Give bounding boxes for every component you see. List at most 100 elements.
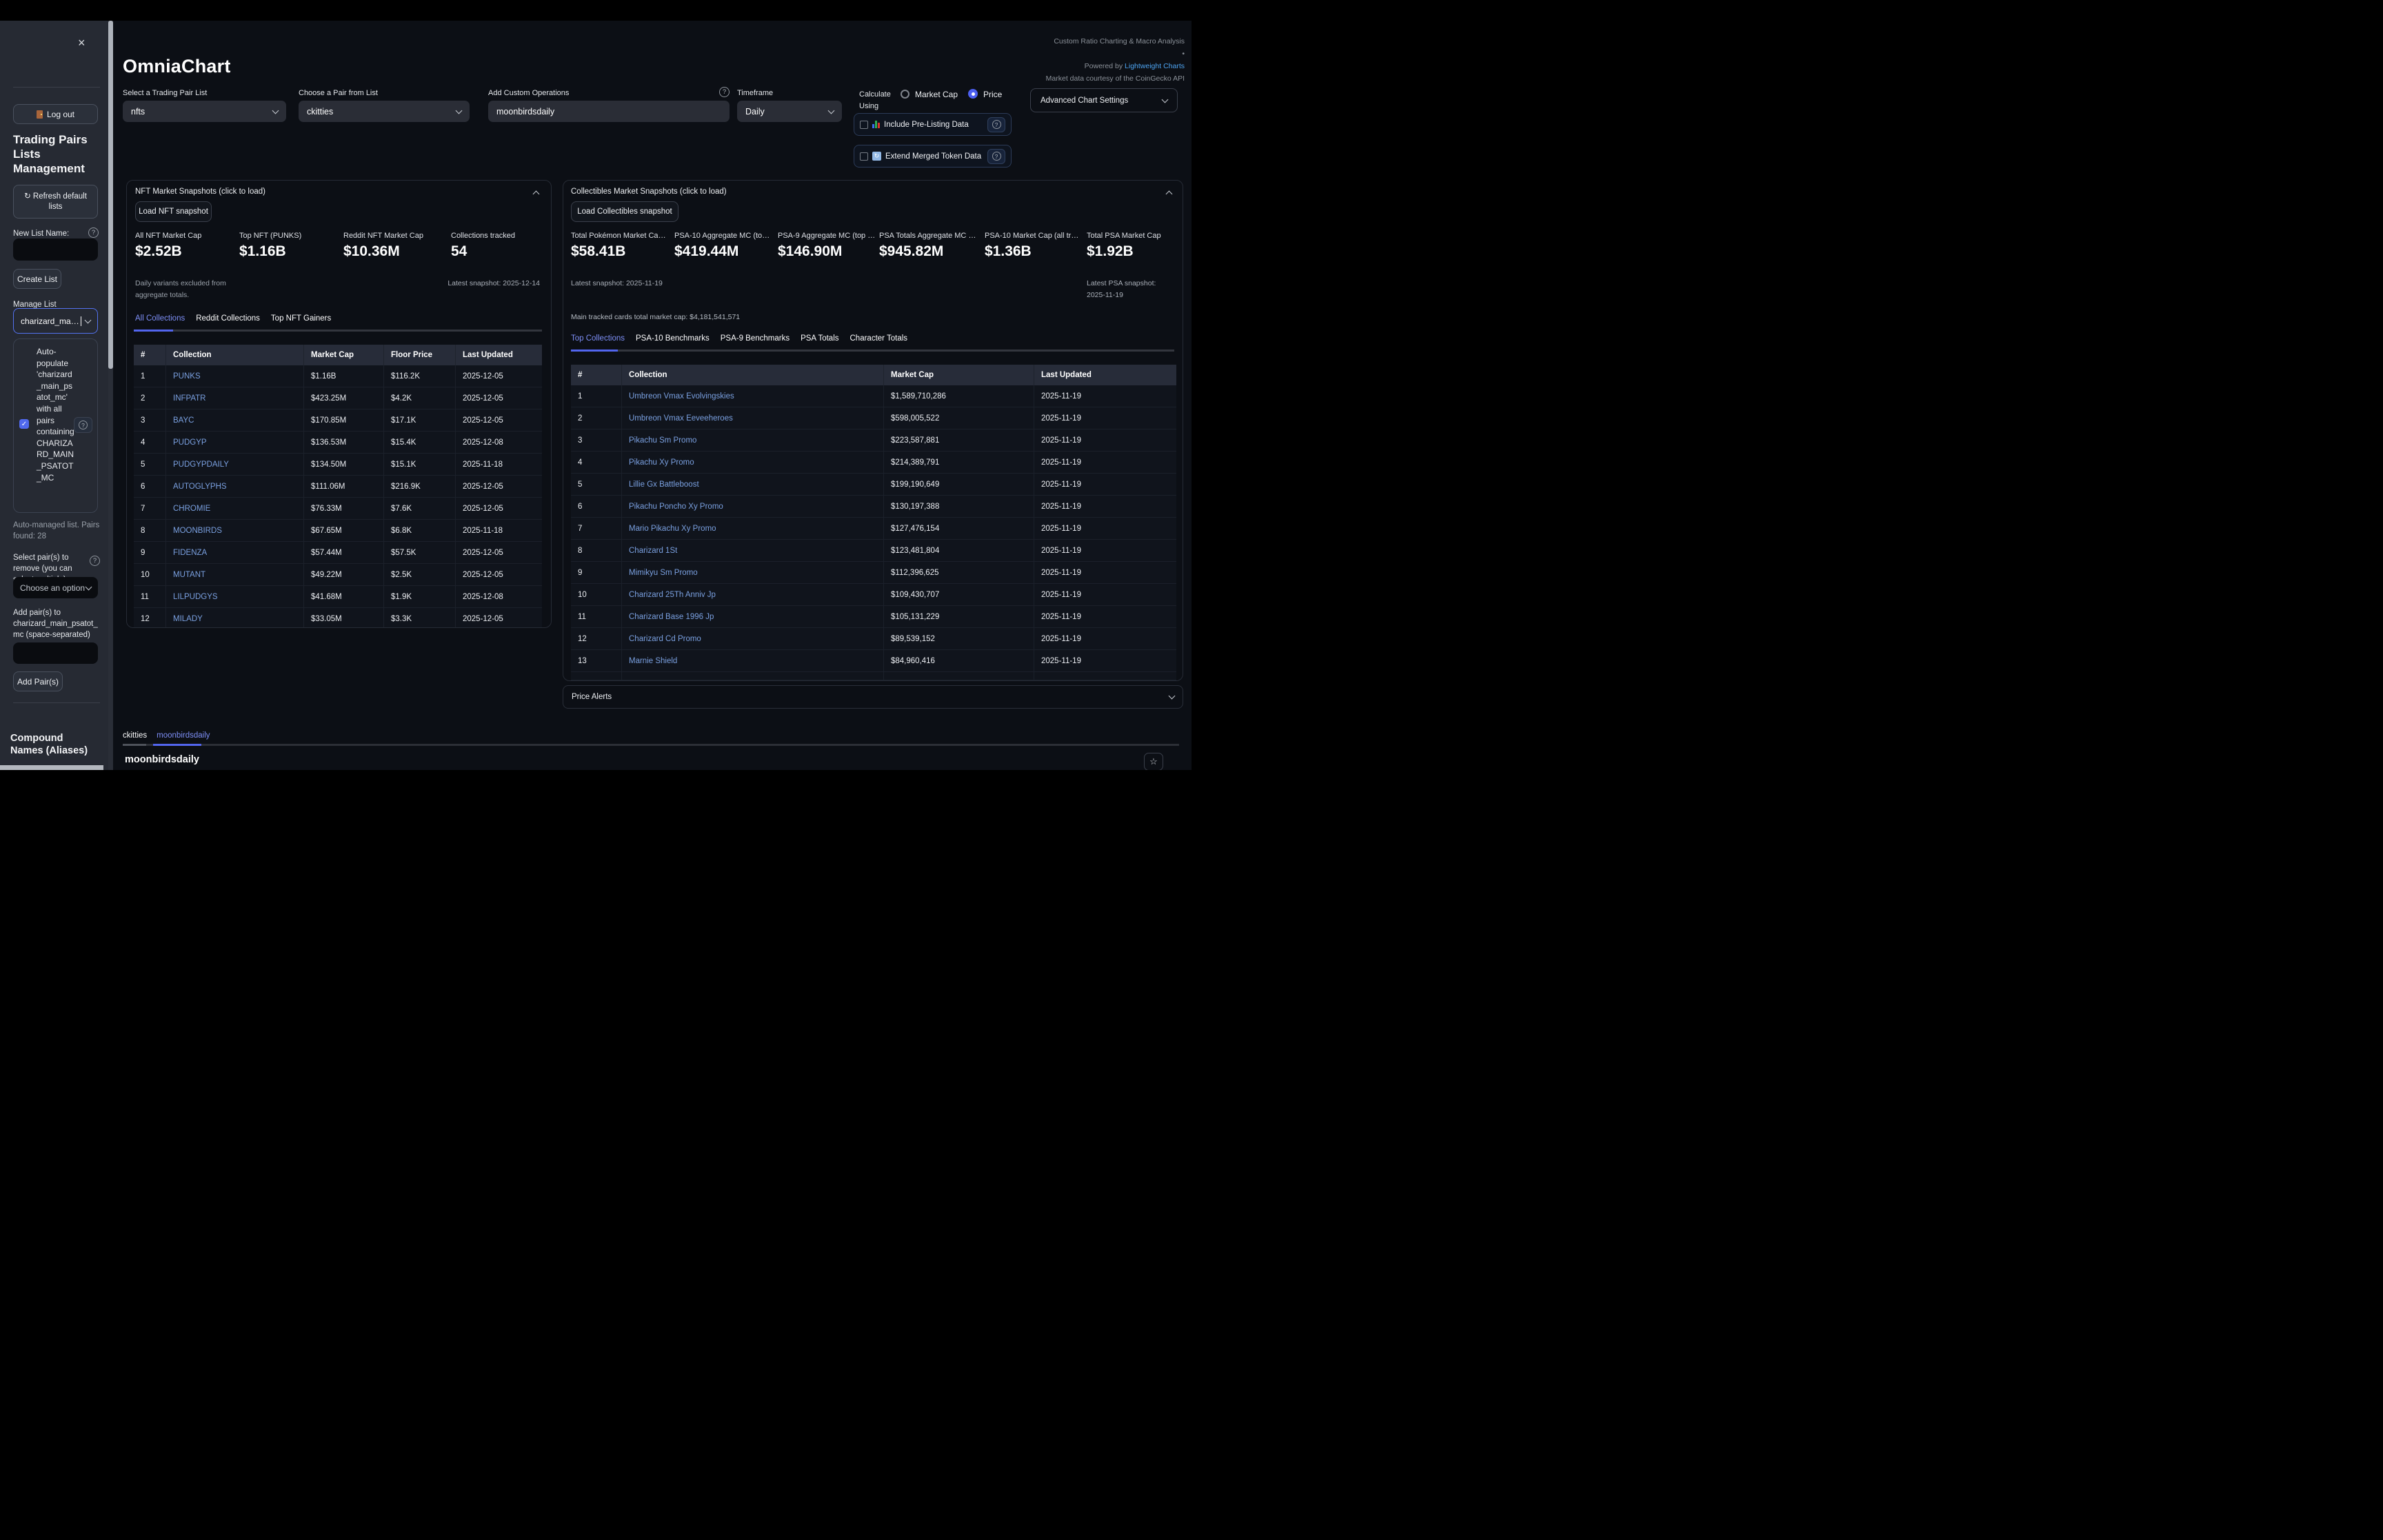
pair-list-select[interactable]: nfts: [123, 101, 286, 122]
collection-link[interactable]: Mimikyu Sm Promo: [629, 568, 698, 577]
table-row: 1 PUNKS $1.16B $116.2K 2025-12-05: [134, 365, 542, 387]
extend-merged-help-button[interactable]: ?: [987, 148, 1005, 164]
autopopulate-checkbox[interactable]: ✓: [19, 419, 29, 429]
extend-merged-checkbox[interactable]: [860, 152, 868, 161]
collection-link[interactable]: MILADY: [173, 614, 203, 623]
collection-link[interactable]: Mario Pikachu Xy Promo: [629, 524, 716, 533]
pair-tab[interactable]: ckitties: [123, 731, 148, 740]
market-cap-radio-label[interactable]: Market Cap: [915, 90, 958, 99]
nft-panel-title[interactable]: NFT Market Snapshots (click to load): [135, 188, 265, 196]
nft-tab[interactable]: All Collections: [135, 314, 185, 323]
stat: Reddit NFT Market Cap $10.36M: [343, 232, 423, 260]
collection-link[interactable]: Pikachu Sm Promo: [629, 436, 697, 445]
lightweight-charts-link[interactable]: Lightweight Charts: [1125, 62, 1185, 70]
close-icon[interactable]: ×: [78, 36, 86, 50]
collectibles-tab[interactable]: Top Collections: [571, 334, 625, 343]
data-cell: 13: [571, 650, 622, 672]
include-prelisting-help-button[interactable]: ?: [987, 116, 1005, 132]
collection-link[interactable]: Charizard 25Th Anniv Jp: [629, 590, 716, 599]
collection-link[interactable]: Umbreon Vmax Eeveeheroes: [629, 414, 733, 423]
stat-value: $1.36B: [985, 243, 1032, 259]
collection-link[interactable]: INFPATR: [173, 394, 206, 403]
create-list-button[interactable]: Create List: [13, 269, 61, 289]
collapse-chevron-icon[interactable]: [532, 190, 540, 198]
data-cell: 2025-12-08: [456, 432, 542, 454]
collection-link[interactable]: Umbreon Vmax Evolvingskies: [629, 392, 734, 401]
collection-link[interactable]: Charizard Base 1996 Jp: [629, 612, 714, 621]
logout-button[interactable]: Log out: [13, 104, 98, 124]
add-pairs-button[interactable]: Add Pair(s): [13, 671, 63, 691]
collection-link[interactable]: BAYC: [173, 416, 194, 425]
stat: Top NFT (PUNKS) $1.16B: [239, 232, 301, 260]
remove-pairs-help-icon[interactable]: ?: [90, 556, 100, 566]
collection-cell: Marnie Shield: [622, 650, 884, 672]
nft-tab[interactable]: Reddit Collections: [196, 314, 260, 323]
new-list-help-icon[interactable]: ?: [88, 227, 99, 238]
collection-link[interactable]: PUNKS: [173, 372, 201, 381]
data-cell: 2025-11-19: [1034, 452, 1176, 474]
tagline: Custom Ratio Charting & Macro Analysis: [1054, 37, 1185, 45]
collection-link[interactable]: PUDGYPDAILY: [173, 460, 229, 469]
collection-link[interactable]: LILPUDGYS: [173, 592, 218, 601]
collectibles-panel-title[interactable]: Collectibles Market Snapshots (click to …: [571, 188, 727, 196]
logout-label: Log out: [46, 109, 75, 119]
new-list-name-label: New List Name:: [13, 230, 70, 238]
custom-ops-help-icon[interactable]: ?: [719, 87, 730, 97]
data-cell: $105,131,229: [884, 606, 1034, 628]
remove-pairs-value: Choose an option: [20, 582, 86, 593]
pair-select[interactable]: ckitties: [299, 101, 470, 122]
pair-tab[interactable]: moonbirdsdaily: [157, 731, 210, 740]
data-cell: 7: [134, 498, 166, 520]
collection-link[interactable]: FIDENZA: [173, 548, 208, 557]
collapse-chevron-icon[interactable]: [1165, 190, 1173, 198]
data-cell: 3: [571, 429, 622, 452]
remove-pairs-select[interactable]: Choose an option: [13, 577, 98, 598]
collectibles-tab[interactable]: Character Totals: [849, 334, 908, 343]
add-pairs-input[interactable]: [13, 642, 98, 664]
data-cell: 9: [571, 562, 622, 584]
collection-link[interactable]: CHROMIE: [173, 504, 211, 513]
price-alerts-panel[interactable]: Price Alerts: [563, 685, 1183, 709]
refresh-default-lists-button[interactable]: ↻ Refresh default lists: [13, 185, 98, 219]
collection-link[interactable]: Marnie Shield: [629, 656, 678, 665]
collectibles-tab[interactable]: PSA Totals: [801, 334, 839, 343]
collectibles-tab[interactable]: PSA-9 Benchmarks: [720, 334, 790, 343]
collection-link[interactable]: AUTOGLYPHS: [173, 482, 227, 491]
collectibles-tab[interactable]: PSA-10 Benchmarks: [635, 334, 710, 343]
favorite-star-button[interactable]: ☆: [1144, 753, 1163, 770]
table-row: 3 BAYC $170.85M $17.1K 2025-12-05: [134, 409, 542, 432]
chevron-down-icon: [827, 107, 835, 114]
autopopulate-help-button[interactable]: ?: [74, 417, 92, 433]
load-nft-snapshot-button[interactable]: Load NFT snapshot: [135, 201, 212, 222]
collection-link[interactable]: Pikachu Poncho Xy Promo: [629, 502, 723, 511]
collection-link[interactable]: MUTANT: [173, 570, 206, 579]
new-list-name-input[interactable]: [13, 239, 98, 261]
data-cell: 2025-11-19: [1034, 496, 1176, 518]
collection-link[interactable]: Charizard 1St: [629, 546, 678, 555]
custom-ops-input[interactable]: [488, 101, 730, 122]
collection-link[interactable]: MOONBIRDS: [173, 526, 222, 535]
powered-prefix: Powered by: [1084, 62, 1125, 70]
collection-link[interactable]: Lillie Gx Battleboost: [629, 480, 699, 489]
timeframe-select[interactable]: Daily: [737, 101, 842, 122]
collectibles-latest-snapshot: Latest snapshot: 2025-11-19: [571, 279, 663, 287]
price-alerts-title: Price Alerts: [572, 693, 612, 701]
advanced-chart-settings[interactable]: Advanced Chart Settings: [1030, 88, 1178, 112]
load-collectibles-snapshot-button[interactable]: Load Collectibles snapshot: [571, 201, 678, 222]
sidebar-horizontal-scrollbar[interactable]: [0, 765, 103, 770]
manage-list-select[interactable]: charizard_ma…: [13, 308, 98, 334]
nft-tab[interactable]: Top NFT Gainers: [270, 314, 332, 323]
collection-cell: Pikachu Poncho Xy Promo: [622, 496, 884, 518]
collection-link[interactable]: Pikachu Xy Promo: [629, 458, 694, 467]
collection-link[interactable]: PUDGYP: [173, 438, 207, 447]
collection-link[interactable]: Charizard Cd Promo: [629, 634, 701, 643]
price-radio-label[interactable]: Price: [983, 90, 1003, 99]
price-radio[interactable]: [968, 89, 978, 99]
stat-label: Total PSA Market Cap: [1087, 232, 1161, 240]
include-prelisting-checkbox[interactable]: [860, 120, 868, 129]
table-row: 11 Charizard Base 1996 Jp $105,131,229 2025…: [571, 606, 1176, 628]
scrollbar-thumb[interactable]: [108, 21, 113, 369]
sidebar-vertical-scrollbar[interactable]: [108, 21, 113, 770]
market-cap-radio[interactable]: [901, 90, 909, 99]
stat-label: PSA Totals Aggregate MC (to…: [879, 232, 977, 240]
